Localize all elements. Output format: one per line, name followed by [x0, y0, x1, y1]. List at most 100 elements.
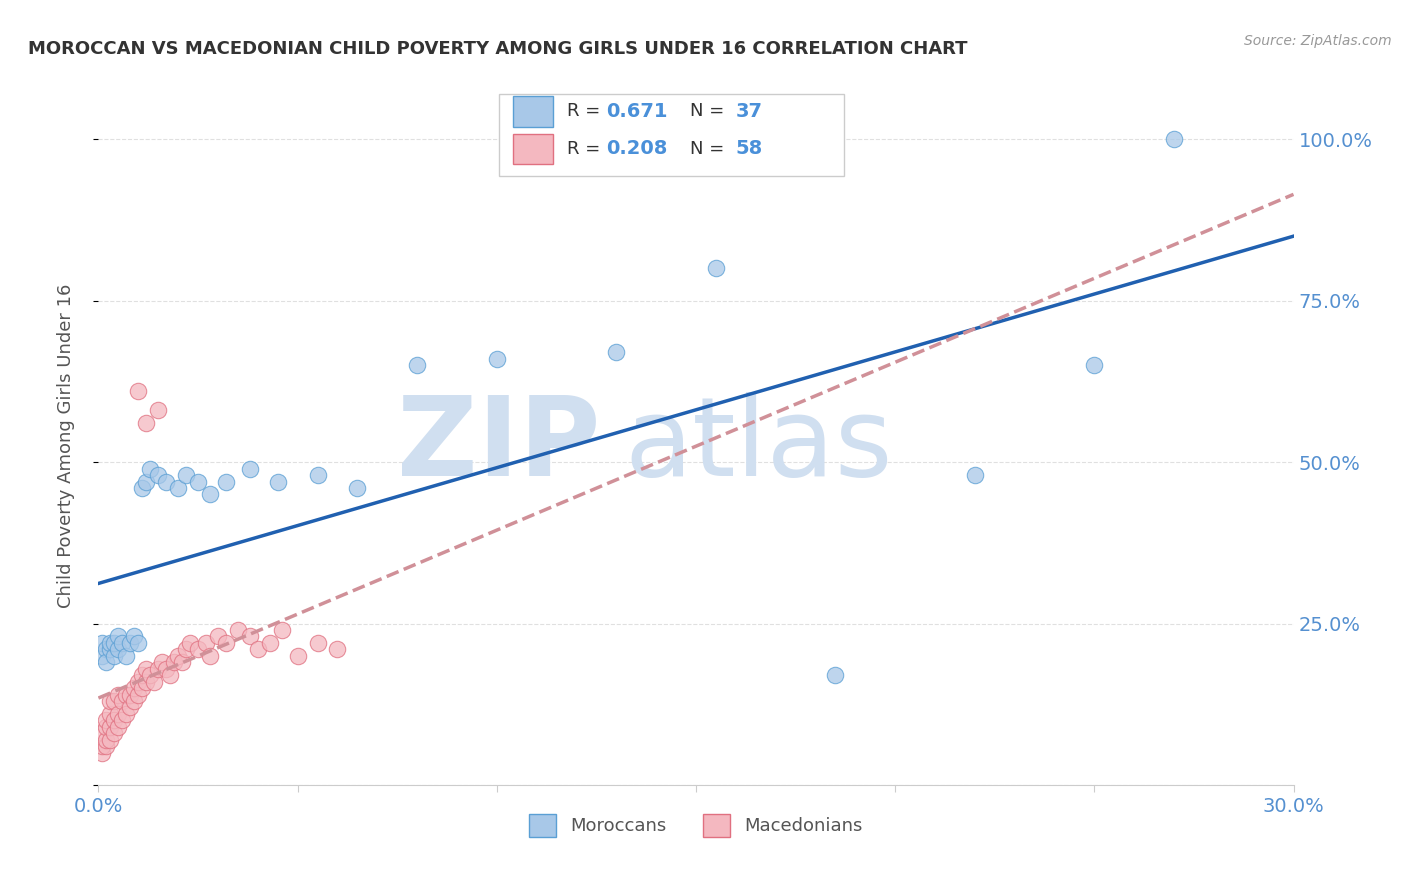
Point [103, 726, 125, 740]
Point [91, 648, 114, 663]
Point [824, 668, 846, 682]
Point [120, 636, 142, 650]
Point [704, 261, 727, 276]
Point [195, 636, 218, 650]
Text: 37: 37 [735, 102, 762, 121]
Point [267, 475, 290, 489]
Text: 0.208: 0.208 [606, 139, 668, 159]
Point [346, 481, 368, 495]
Point [135, 417, 157, 431]
Point [135, 662, 157, 676]
Point [155, 475, 177, 489]
Point [103, 694, 125, 708]
Point [120, 688, 142, 702]
Point [98, 720, 122, 734]
Point [91, 636, 114, 650]
Point [120, 700, 142, 714]
Point [187, 642, 209, 657]
Text: N =: N = [690, 103, 730, 120]
Point [155, 662, 177, 676]
Point [139, 461, 162, 475]
Point [111, 714, 134, 728]
Point [103, 636, 125, 650]
Point [187, 475, 209, 489]
Point [98, 694, 122, 708]
Point [127, 674, 149, 689]
Point [215, 636, 238, 650]
Legend: Moroccans, Macedonians: Moroccans, Macedonians [522, 807, 870, 844]
Point [107, 642, 129, 657]
Point [96, 732, 118, 747]
Point [1163, 132, 1185, 146]
Point [127, 688, 149, 702]
Text: R =: R = [567, 103, 606, 120]
Text: atlas: atlas [624, 392, 893, 500]
Point [98, 642, 122, 657]
Point [326, 642, 349, 657]
Point [111, 636, 134, 650]
Point [127, 384, 149, 398]
Point [91, 739, 114, 754]
Text: ZIP: ZIP [396, 392, 600, 500]
Point [103, 714, 125, 728]
Point [96, 720, 118, 734]
Point [207, 630, 229, 644]
Point [96, 714, 118, 728]
Point [174, 642, 197, 657]
Point [215, 475, 238, 489]
Point [179, 636, 201, 650]
Point [259, 636, 281, 650]
Point [198, 487, 221, 501]
Point [115, 648, 138, 663]
Point [131, 668, 153, 682]
Point [143, 674, 166, 689]
Point [124, 694, 146, 708]
Point [91, 746, 114, 760]
Point [148, 662, 170, 676]
Point [226, 623, 249, 637]
Point [96, 642, 118, 657]
Point [605, 345, 627, 359]
Text: N =: N = [690, 140, 730, 158]
Text: 58: 58 [735, 139, 762, 159]
Point [131, 481, 153, 495]
Text: 0.671: 0.671 [606, 102, 668, 121]
Point [163, 655, 186, 669]
Point [406, 359, 429, 373]
Y-axis label: Child Poverty Among Girls Under 16: Child Poverty Among Girls Under 16 [56, 284, 75, 608]
Point [307, 468, 329, 483]
Point [239, 461, 262, 475]
Point [307, 636, 329, 650]
Point [270, 623, 292, 637]
Point [135, 475, 157, 489]
Point [96, 739, 118, 754]
Point [150, 655, 173, 669]
Point [167, 648, 190, 663]
Point [127, 636, 149, 650]
Point [91, 726, 114, 740]
Point [172, 655, 194, 669]
Point [124, 681, 146, 695]
Text: Source: ZipAtlas.com: Source: ZipAtlas.com [1244, 34, 1392, 48]
Point [174, 468, 197, 483]
Point [148, 403, 170, 417]
Point [98, 732, 122, 747]
Point [103, 648, 125, 663]
Point [198, 648, 221, 663]
Point [124, 630, 146, 644]
Point [107, 688, 129, 702]
Point [167, 481, 190, 495]
Point [96, 655, 118, 669]
Text: R =: R = [567, 140, 606, 158]
Point [98, 706, 122, 721]
Point [107, 706, 129, 721]
Point [287, 648, 309, 663]
Point [148, 468, 170, 483]
Point [246, 642, 269, 657]
Point [131, 681, 153, 695]
Point [98, 636, 122, 650]
Point [135, 674, 157, 689]
Point [111, 694, 134, 708]
Point [115, 688, 138, 702]
Text: MOROCCAN VS MACEDONIAN CHILD POVERTY AMONG GIRLS UNDER 16 CORRELATION CHART: MOROCCAN VS MACEDONIAN CHILD POVERTY AMO… [28, 40, 967, 58]
